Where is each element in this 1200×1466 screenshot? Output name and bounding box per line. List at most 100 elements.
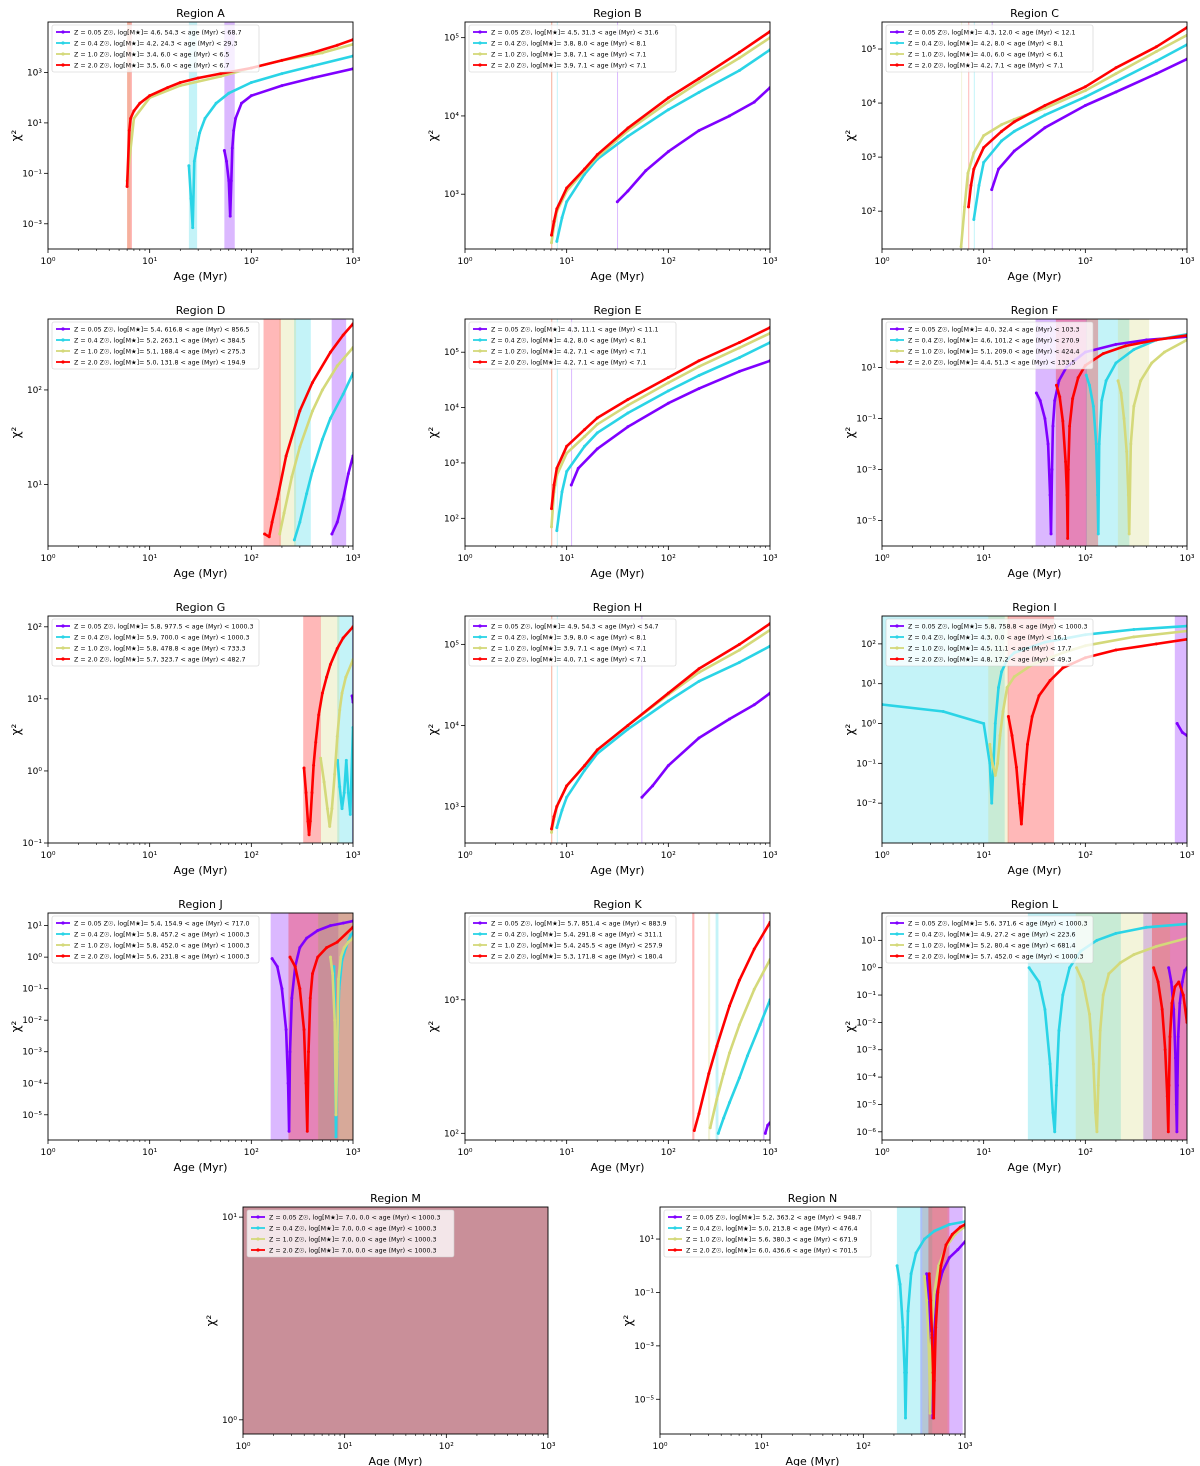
y-tick-label: 10⁰ — [222, 1416, 237, 1426]
legend-entry: Z = 0.4 Z☉, log[M★]= 7.0, 0.0 < age (Myr… — [269, 1226, 436, 1233]
x-tick-label: 10³ — [345, 554, 360, 564]
x-tick-label: 10¹ — [142, 851, 157, 861]
purple-series-line — [616, 86, 770, 204]
olive-point — [335, 1040, 339, 1044]
red-point — [308, 819, 312, 823]
legend-entry: Z = 2.0 Z☉, log[M★]= 6.0, 436.6 < age (M… — [686, 1248, 857, 1255]
cyan-age-band — [188, 22, 198, 249]
x-tick-label: 10² — [661, 257, 676, 267]
cyan-point — [722, 1116, 726, 1120]
cyan-point — [904, 1416, 908, 1420]
purple-legend-marker — [256, 1215, 260, 1219]
legend-entry: Z = 1.0 Z☉, log[M★]= 5.4, 245.5 < age (M… — [491, 943, 662, 950]
red-point — [697, 359, 701, 363]
olive-series-line — [278, 346, 353, 536]
cyan-point — [1048, 1062, 1052, 1066]
panel-title: Region L — [1011, 898, 1059, 911]
red-point — [982, 146, 986, 150]
x-tick-label: 10² — [1078, 1148, 1093, 1158]
x-tick-label: 10¹ — [754, 1442, 769, 1452]
legend-entry: Z = 2.0 Z☉, log[M★]= 4.4, 51.3 < age (My… — [908, 360, 1075, 367]
legend: Z = 0.05 Z☉, log[M★]= 5.8, 977.5 < age (… — [51, 618, 260, 667]
purple-point — [225, 159, 229, 163]
cyan-point — [1114, 80, 1118, 84]
panel-title: Region I — [1012, 601, 1056, 614]
x-tick-label: 10² — [244, 1148, 259, 1158]
olive-point — [708, 1126, 712, 1130]
purple-point — [286, 1081, 290, 1085]
cyan-point — [1061, 993, 1065, 997]
cyan-point — [1053, 1130, 1057, 1134]
legend-entry: Z = 0.05 Z☉, log[M★]= 5.6, 371.6 < age (… — [908, 921, 1087, 928]
purple-point — [275, 965, 279, 969]
purple-point — [1051, 424, 1055, 428]
olive-point — [278, 532, 282, 536]
x-tick-label: 10⁰ — [457, 1148, 472, 1158]
red-point — [1154, 338, 1158, 342]
y-axis-label: χ² — [9, 723, 23, 735]
series-group — [550, 29, 770, 245]
purple-legend-marker — [61, 30, 65, 34]
purple-point — [956, 1248, 960, 1252]
x-tick-label: 10³ — [762, 257, 777, 267]
red-point — [565, 784, 569, 788]
cyan-series-line — [293, 372, 353, 542]
cyan-point — [560, 808, 564, 812]
x-tick-label: 10³ — [540, 1442, 555, 1452]
red-point — [666, 96, 670, 100]
red-point — [132, 109, 136, 113]
purple-legend-marker — [478, 921, 482, 925]
legend-entry: Z = 0.4 Z☉, log[M★]= 5.9, 700.0 < age (M… — [74, 635, 249, 642]
cyan-point — [1083, 95, 1087, 99]
x-axis-label: Age (Myr) — [174, 567, 228, 580]
purple-point — [728, 114, 732, 118]
olive-point — [1095, 1130, 1099, 1134]
cyan-point — [745, 1054, 749, 1058]
red-point — [308, 996, 312, 1000]
red-point — [304, 791, 308, 795]
x-axis-label: Age (Myr) — [1008, 1161, 1062, 1174]
olive-age-band — [1117, 319, 1150, 546]
x-tick-label: 10² — [244, 257, 259, 267]
panel-title: Region D — [176, 304, 226, 317]
legend-box — [51, 321, 260, 370]
purple-point — [280, 987, 284, 991]
x-tick-label: 10² — [439, 1442, 454, 1452]
olive-series-line — [708, 958, 770, 1130]
red-point — [550, 233, 554, 237]
purple-point — [335, 520, 339, 524]
olive-point — [334, 1113, 338, 1117]
red-point — [972, 167, 976, 171]
red-point — [737, 978, 741, 982]
legend: Z = 0.05 Z☉, log[M★]= 5.4, 616.8 < age (… — [51, 321, 260, 370]
panel-title: Region B — [593, 7, 642, 20]
red-point — [311, 380, 315, 384]
legend-box — [468, 915, 677, 964]
cyan-point — [737, 660, 741, 664]
olive-age-band — [707, 913, 711, 1140]
purple-point — [1114, 342, 1118, 346]
cyan-point — [203, 116, 207, 120]
x-tick-label: 10¹ — [142, 554, 157, 564]
legend-entry: Z = 1.0 Z☉, log[M★]= 5.1, 188.4 < age (M… — [74, 349, 245, 356]
legend-box — [468, 24, 677, 73]
cyan-point — [988, 761, 992, 765]
cyan-point — [332, 965, 336, 969]
y-tick-label: 10⁰ — [27, 767, 42, 777]
red-point — [316, 955, 320, 959]
y-tick-label: 10⁻⁴ — [22, 1079, 42, 1089]
cyan-point — [344, 758, 348, 762]
purple-legend-marker — [478, 624, 482, 628]
purple-point — [651, 784, 655, 788]
x-axis-label: Age (Myr) — [591, 567, 645, 580]
red-age-band — [263, 319, 281, 546]
purple-legend-marker — [895, 30, 899, 34]
red-legend-marker — [478, 360, 482, 364]
purple-series-line — [990, 57, 1187, 191]
olive-point — [993, 773, 997, 777]
cyan-point — [198, 131, 202, 135]
legend-entry: Z = 0.05 Z☉, log[M★]= 7.0, 0.0 < age (My… — [269, 1215, 440, 1222]
purple-point — [230, 146, 234, 150]
olive-point — [752, 987, 756, 991]
olive-point — [1101, 993, 1105, 997]
